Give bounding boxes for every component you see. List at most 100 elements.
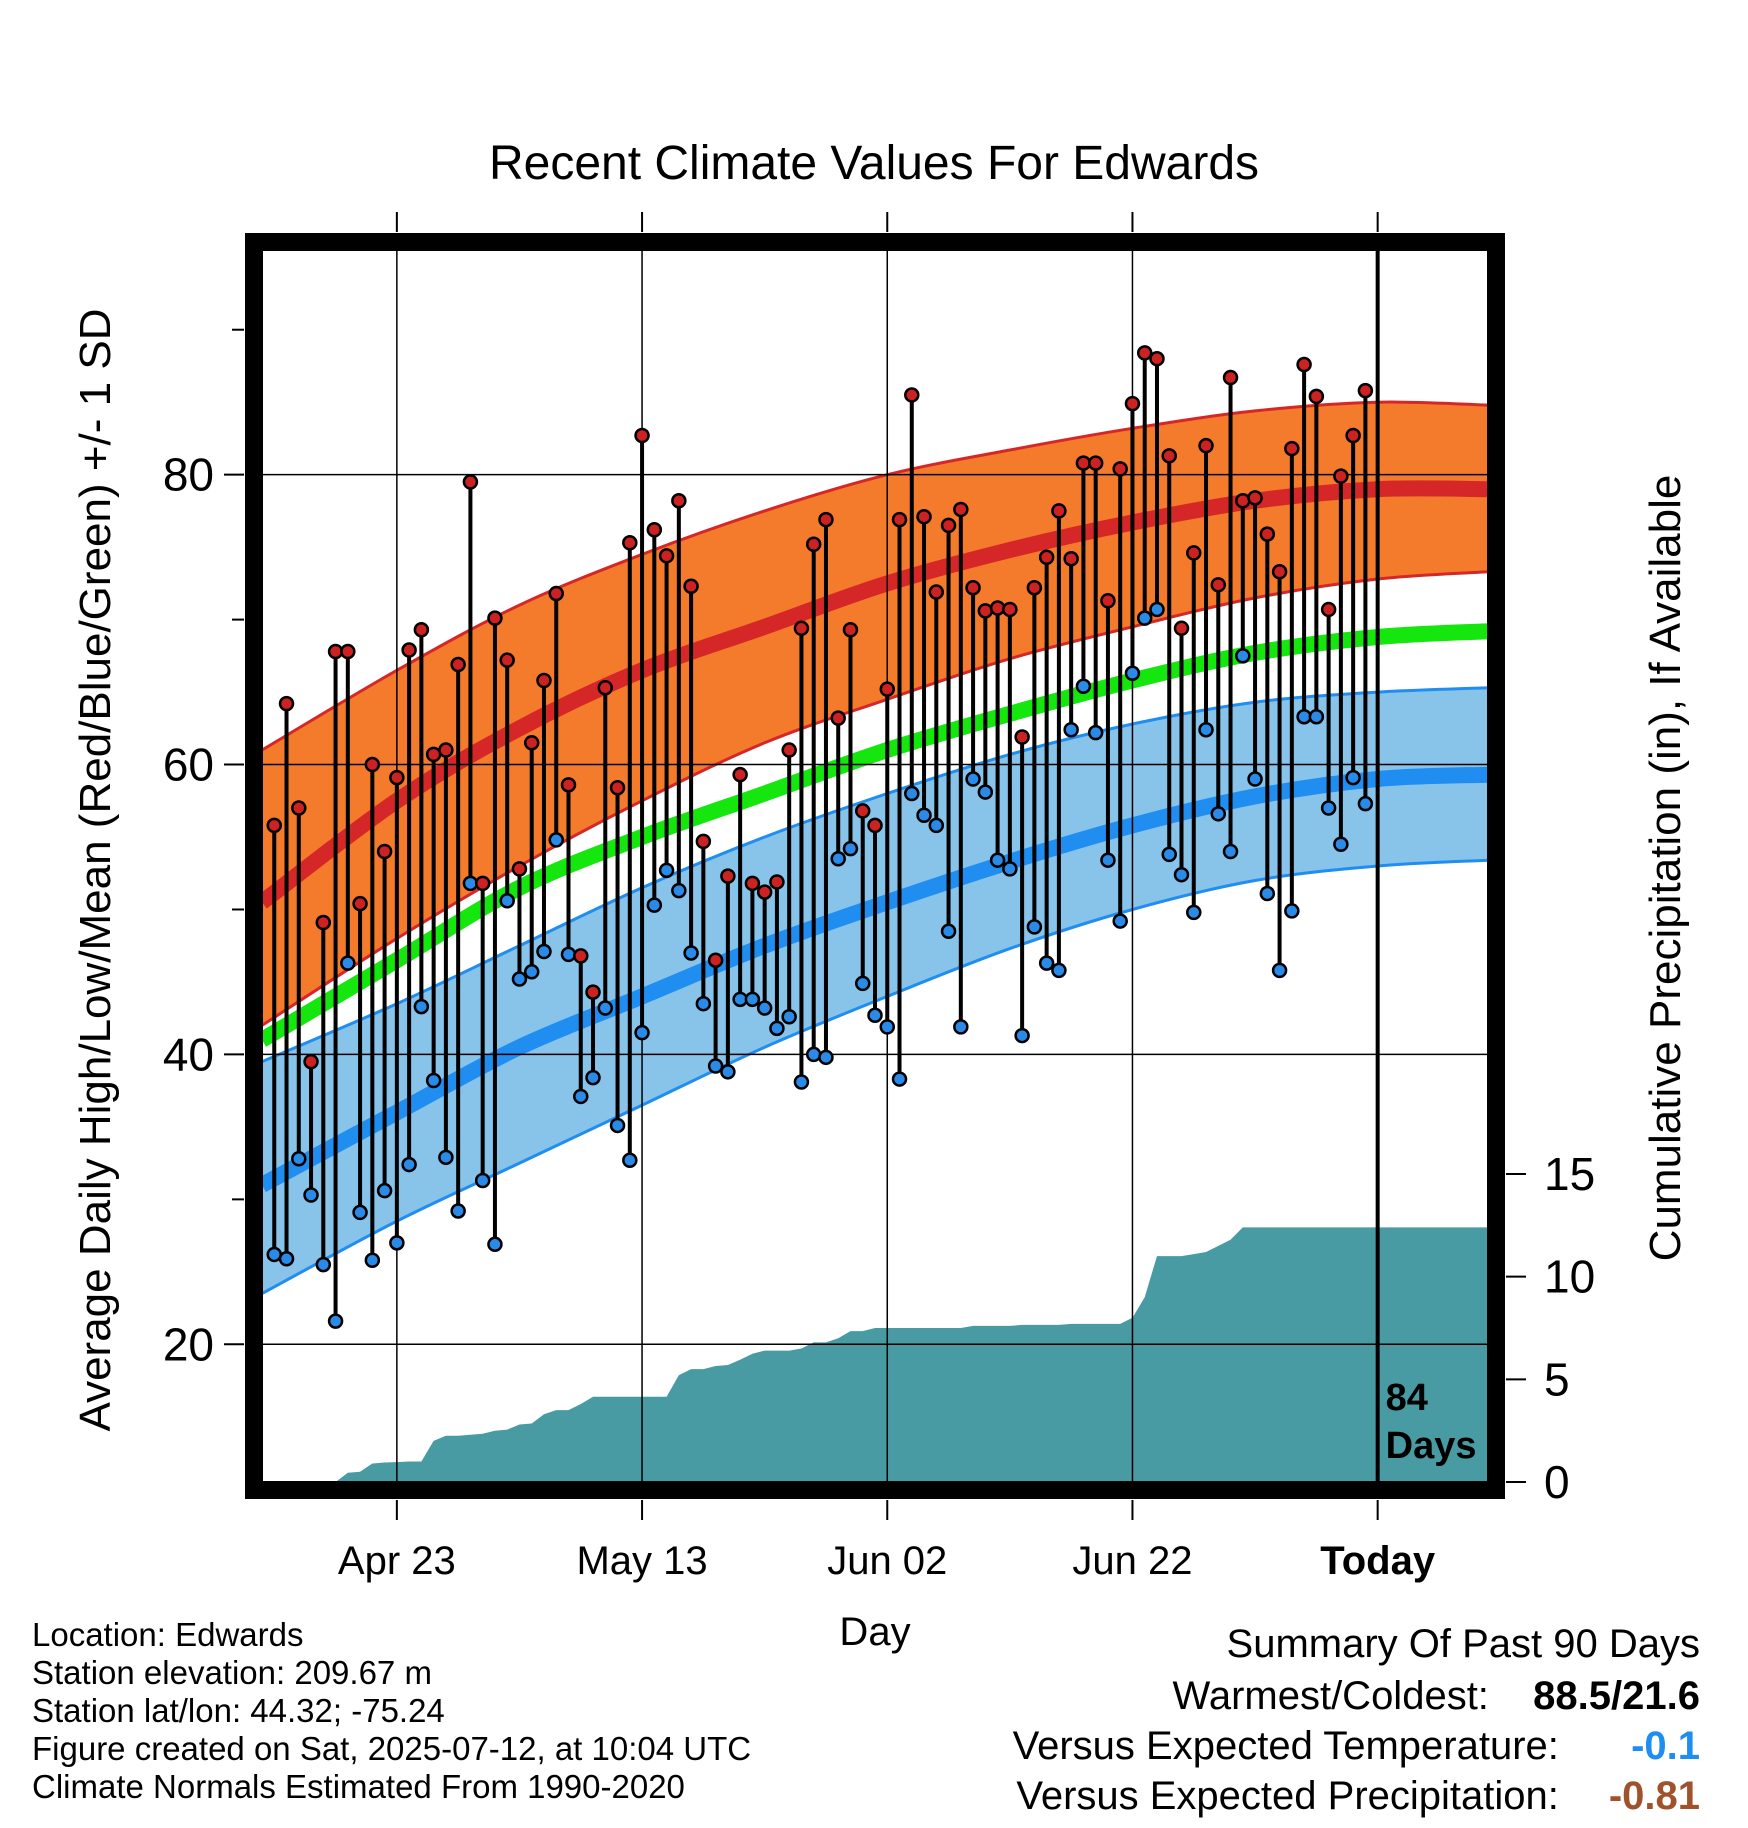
daily-high-point <box>940 517 957 534</box>
daily-low-point <box>1149 601 1165 618</box>
daily-high-point <box>340 643 356 660</box>
chart-title: Recent Climate Values For Edwards <box>488 137 1260 190</box>
daily-high-point <box>1333 468 1349 484</box>
daily-low-point <box>1173 866 1190 883</box>
daily-low-point <box>965 771 981 787</box>
daily-high-point <box>720 868 736 884</box>
daily-low-point <box>830 851 846 867</box>
daily-low-point <box>1161 846 1177 863</box>
daily-high-point <box>989 600 1006 616</box>
daily-high-point <box>707 952 724 968</box>
daily-high-point <box>695 833 712 850</box>
daily-low-point <box>683 945 699 961</box>
daily-high-point <box>646 521 663 538</box>
daily-high-point <box>1186 545 1202 561</box>
daily-low-point <box>438 1149 454 1166</box>
daily-high-point <box>1320 601 1337 618</box>
daily-low-point <box>450 1203 466 1219</box>
daily-high-point <box>977 603 994 619</box>
footer-created: Figure created on Sat, 2025-07-12, at 10… <box>32 1730 752 1767</box>
daily-low-point <box>364 1252 381 1268</box>
daily-low-point <box>1014 1027 1030 1044</box>
daily-high-point <box>622 535 638 551</box>
summary-precip: Versus Expected Precipitation: -0.81 <box>1016 1774 1700 1819</box>
y-tick-label: 80 <box>163 449 214 501</box>
daily-high-point <box>278 695 295 712</box>
daily-high-point <box>818 511 834 528</box>
daily-high-point <box>1149 350 1165 367</box>
daily-high-point <box>965 579 981 596</box>
daily-high-point <box>1222 369 1239 386</box>
daily-high-point <box>1136 345 1153 361</box>
precip-value: -0.81 <box>1608 1774 1700 1818</box>
daily-high-point <box>1308 388 1325 405</box>
daily-low-point <box>499 893 515 909</box>
daily-low-point <box>720 1064 736 1080</box>
daily-low-point <box>989 852 1006 868</box>
x-tick-label: Jun 02 <box>827 1539 947 1583</box>
daily-high-point <box>805 536 822 552</box>
daily-low-point <box>548 832 564 848</box>
daily-low-point <box>867 1007 883 1024</box>
daily-low-point <box>291 1151 307 1167</box>
daily-low-point <box>1308 708 1325 725</box>
daily-low-point <box>1333 836 1349 853</box>
footer-elevation: Station elevation: 209.67 m <box>32 1654 432 1691</box>
today-days-label: Days <box>1386 1425 1477 1467</box>
daily-high-point <box>1210 577 1227 593</box>
daily-high-point <box>879 681 896 697</box>
daily-low-point <box>1124 665 1141 681</box>
daily-low-point <box>1051 962 1067 979</box>
daily-low-point <box>671 882 687 899</box>
daily-low-point <box>781 1008 797 1025</box>
daily-low-point <box>818 1049 834 1066</box>
temp-label: Versus Expected Temperature: <box>1012 1724 1559 1768</box>
daily-low-point <box>658 862 675 879</box>
daily-low-point <box>315 1256 332 1273</box>
daily-high-point <box>1014 729 1030 745</box>
daily-low-point <box>1100 852 1116 868</box>
daily-high-point <box>916 508 932 525</box>
daily-high-point <box>1271 564 1288 580</box>
daily-low-point <box>376 1182 393 1199</box>
y-axis-label: Average Daily High/Low/Mean (Red/Blue/Gr… <box>71 308 120 1432</box>
precip-area <box>262 1227 1488 1482</box>
daily-low-point <box>1222 843 1239 860</box>
daily-low-point <box>756 1000 773 1016</box>
daily-low-point <box>487 1236 503 1253</box>
summary-title: Summary Of Past 90 Days <box>1226 1622 1700 1666</box>
daily-high-point <box>683 578 699 595</box>
daily-high-point <box>756 884 773 900</box>
daily-high-point <box>401 642 417 658</box>
footer-info: Location: Edwards Station elevation: 209… <box>32 1616 751 1806</box>
daily-high-point <box>769 874 785 890</box>
x-axis-label: Day <box>839 1610 911 1654</box>
daily-low-point <box>1247 771 1263 787</box>
daily-low-point <box>352 1204 368 1221</box>
daily-high-point <box>389 769 405 786</box>
daily-high-point <box>450 656 466 673</box>
daily-high-point <box>1063 550 1079 567</box>
x-tick-label: May 13 <box>576 1539 707 1583</box>
daily-low-point <box>622 1152 638 1168</box>
daily-high-point <box>1026 579 1043 596</box>
daily-low-point <box>940 923 957 939</box>
daily-high-point <box>1247 490 1263 506</box>
daily-low-point <box>597 1000 614 1016</box>
daily-high-point <box>1235 492 1251 509</box>
daily-low-point <box>1075 678 1092 695</box>
daily-low-point <box>1038 955 1055 971</box>
y-tick-label: 60 <box>163 739 214 791</box>
daily-high-point <box>1198 437 1214 454</box>
daily-low-point <box>340 955 356 971</box>
daily-low-point <box>1198 722 1214 738</box>
daily-low-point <box>842 840 859 857</box>
daily-high-point <box>364 756 381 773</box>
daily-high-point <box>781 742 797 758</box>
daily-high-point <box>1259 526 1276 542</box>
daily-high-point <box>867 817 883 834</box>
daily-low-point <box>474 1172 491 1189</box>
daily-low-point <box>769 1020 785 1037</box>
daily-low-point <box>1320 800 1337 816</box>
precip-label: Versus Expected Precipitation: <box>1016 1774 1559 1818</box>
